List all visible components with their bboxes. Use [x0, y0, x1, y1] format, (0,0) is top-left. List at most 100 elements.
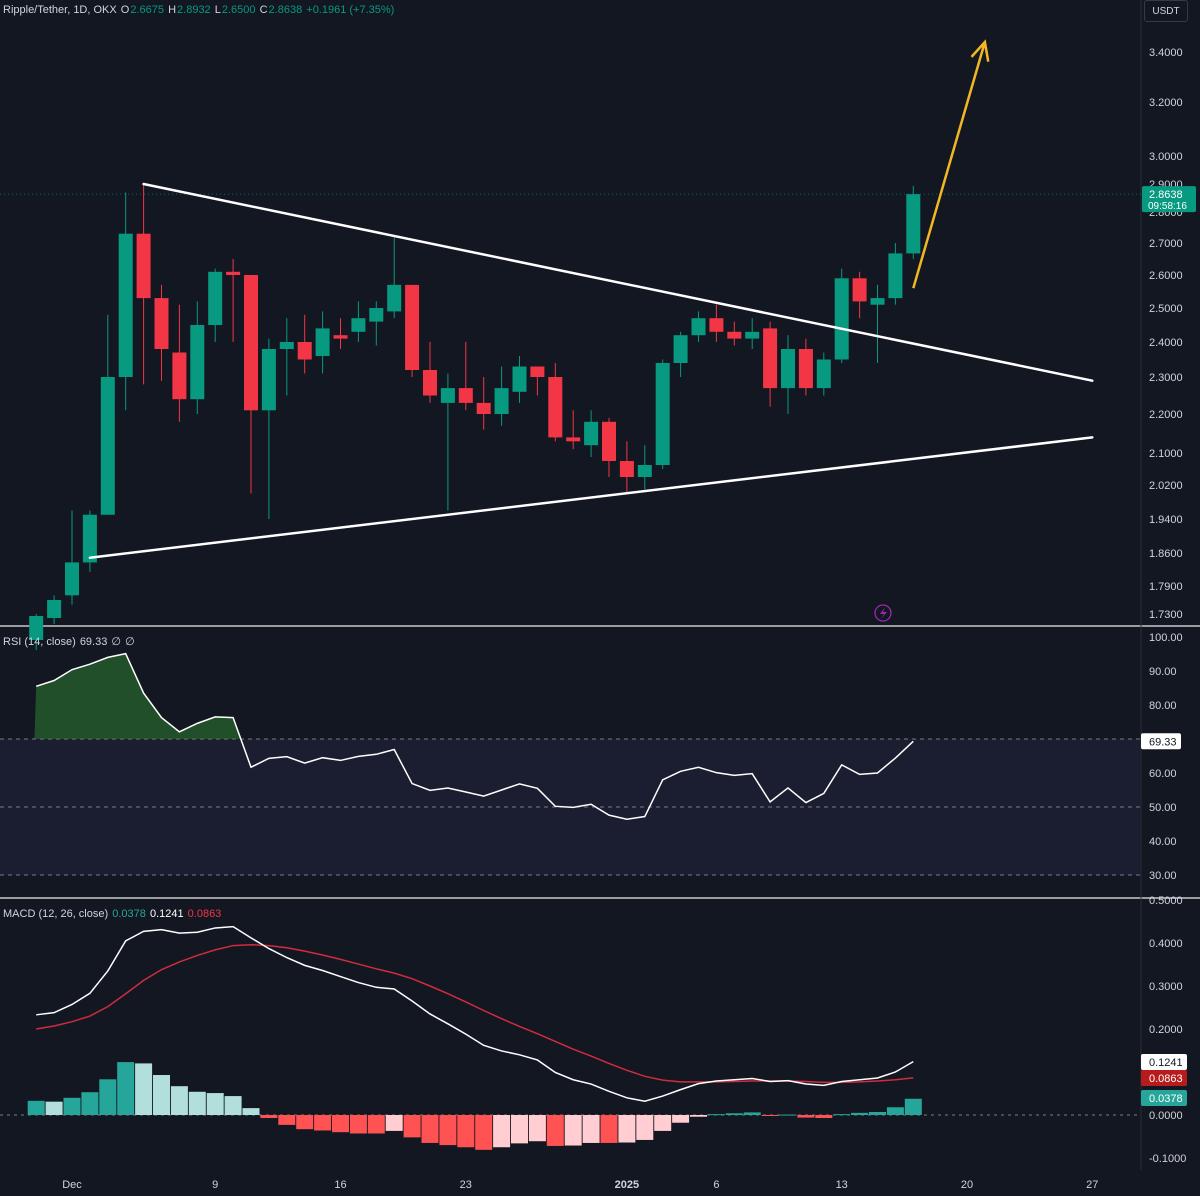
candle-body: [870, 298, 885, 305]
candle-body: [136, 233, 151, 299]
macd-tick-label: 0.0000: [1149, 1110, 1183, 1122]
macd-histogram-bar: [278, 1115, 296, 1125]
candle-body: [208, 271, 223, 325]
trendline: [142, 182, 1094, 382]
macd-histogram-bar: [260, 1115, 278, 1119]
macd-histogram-bar: [117, 1062, 135, 1115]
time-tick-label: 23: [460, 1179, 472, 1191]
macd-histogram-bar: [904, 1098, 922, 1115]
rsi-overbought-fill: [34, 653, 241, 739]
macd-histogram-bar: [600, 1115, 618, 1143]
macd-histogram-bar: [475, 1115, 493, 1150]
macd-histogram-bar: [511, 1115, 528, 1144]
macd-histogram-bar: [869, 1111, 886, 1115]
candle-body: [226, 271, 241, 275]
rsi-tick-label: 60.00: [1149, 768, 1177, 780]
macd-histogram-bar: [690, 1115, 707, 1117]
rsi-value: 69.33: [79, 636, 108, 648]
candle-body: [440, 388, 455, 403]
price-tick-label: 3.4000: [1149, 47, 1183, 59]
rsi-header: RSI (14, close) 69.33 ∅ ∅: [3, 635, 136, 648]
macd-line-value: 0.1241: [149, 908, 184, 920]
candle-body: [530, 366, 545, 377]
macd-histogram-bar: [779, 1114, 797, 1116]
macd-histogram-bar: [206, 1093, 224, 1115]
candle-body: [888, 253, 903, 299]
time-tick-label: 6: [713, 1179, 719, 1191]
macd-histogram-bar: [81, 1092, 99, 1115]
time-tick-label: 20: [961, 1179, 973, 1191]
price-tick-label: 2.0200: [1149, 480, 1183, 492]
price-tick-label: 3.2000: [1149, 97, 1183, 109]
macd-signal-value: 0.0863: [187, 908, 222, 920]
projection-arrow-shaft: [912, 41, 987, 289]
candle-body: [297, 342, 312, 360]
macd-histogram-bar: [582, 1115, 600, 1143]
price-tick-label: 1.7300: [1149, 609, 1183, 621]
candle-body: [494, 388, 509, 414]
macd-histogram-bar: [153, 1075, 170, 1115]
candle-body: [584, 421, 599, 446]
candle-body: [190, 325, 205, 400]
candle-body: [261, 349, 276, 411]
candle-body: [154, 298, 169, 349]
price-tick-label: 2.5000: [1149, 303, 1183, 315]
rsi-tick-label: 100.00: [1149, 632, 1183, 644]
candle-body: [655, 363, 670, 465]
projection-arrowhead: [970, 39, 990, 62]
time-tick-label: 16: [334, 1179, 346, 1191]
price-tick-label: 2.4000: [1149, 337, 1183, 349]
macd-histogram-bar: [45, 1101, 63, 1115]
candle-body: [619, 461, 634, 477]
change-value: +0.1961 (+7.35%): [306, 4, 395, 16]
candle-body: [172, 352, 187, 400]
high-value: 2.8932: [177, 4, 211, 16]
candle-body: [906, 194, 921, 254]
macd-histogram-bar: [743, 1112, 761, 1115]
macd-histogram-bar: [296, 1115, 314, 1130]
macd-tick-label: 0.4000: [1149, 938, 1183, 950]
macd-histogram-bar: [135, 1063, 153, 1115]
candle-body: [315, 328, 330, 356]
candle-body: [566, 437, 581, 442]
rsi-name: RSI (14, close): [3, 636, 76, 648]
macd-histogram-bar: [457, 1115, 475, 1148]
macd-histogram-bar: [242, 1108, 260, 1115]
macd-histogram-bar: [332, 1115, 349, 1133]
currency-button[interactable]: USDT: [1144, 0, 1188, 22]
macd-value-tag-label: 0.0378: [1149, 1093, 1183, 1105]
macd-histogram-bar: [797, 1115, 815, 1118]
macd-histogram-bar: [367, 1115, 385, 1134]
candle-body: [47, 600, 62, 618]
macd-value-tag-label: 0.0863: [1149, 1073, 1183, 1085]
candle-body: [548, 377, 563, 438]
price-tick-label: 1.7900: [1149, 581, 1183, 593]
macd-histogram-bar: [403, 1115, 421, 1138]
macd-tick-label: 0.5000: [1149, 895, 1183, 907]
candle-body: [673, 335, 688, 363]
macd-histogram-bar: [546, 1115, 564, 1146]
macd-value-tag: [1141, 1090, 1187, 1106]
macd-histogram-bar: [761, 1115, 779, 1116]
candle-body: [65, 562, 79, 596]
price-tick-label: 2.6000: [1149, 270, 1183, 282]
macd-histogram-bar: [188, 1091, 206, 1115]
candle-body: [279, 342, 294, 349]
candle-body: [691, 318, 706, 336]
open-value: 2.6675: [130, 4, 165, 16]
candle-body: [423, 370, 437, 396]
candle-body: [602, 421, 616, 461]
candle-body: [118, 233, 133, 377]
time-tick-label: 13: [836, 1179, 848, 1191]
rsi-extra-1: ∅: [111, 636, 121, 648]
candle-body: [476, 402, 491, 414]
macd-value-tag: [1141, 1054, 1187, 1070]
candle-body: [709, 318, 724, 332]
rsi-tick-label: 40.00: [1149, 836, 1177, 848]
macd-histogram-bar: [564, 1115, 582, 1146]
trendline: [88, 436, 1094, 559]
macd-histogram-bar: [528, 1115, 546, 1142]
time-tick-label: 27: [1086, 1179, 1098, 1191]
lightning-icon: [874, 604, 892, 622]
